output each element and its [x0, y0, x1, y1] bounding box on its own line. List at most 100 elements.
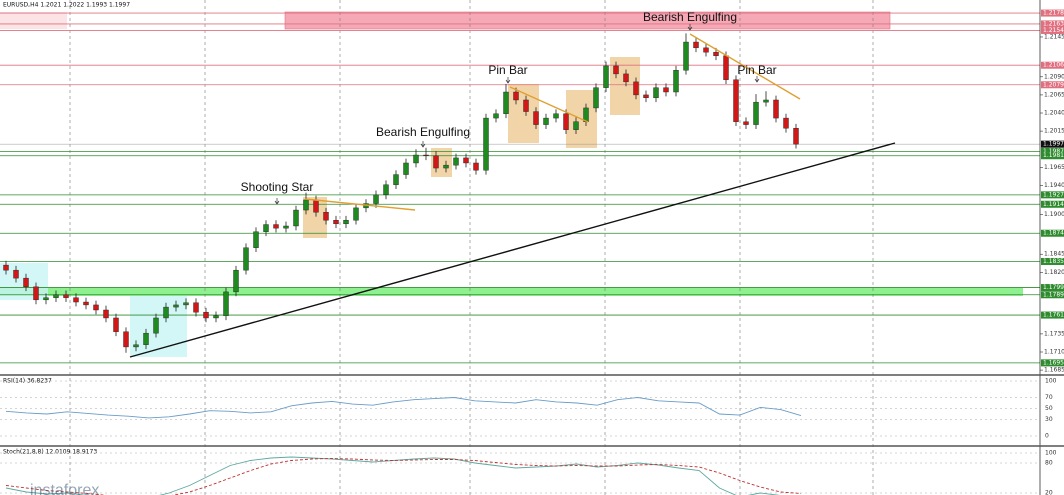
y-tick-label: 1.2040 [1044, 110, 1064, 117]
candle-body [503, 91, 509, 114]
candle-body [713, 51, 719, 56]
candle-body [703, 47, 709, 53]
candle-body [73, 297, 79, 303]
level-label-box [1041, 81, 1064, 89]
y-tick-label: 1.2065 [1044, 91, 1064, 98]
candle-body [693, 41, 699, 49]
candle-body [333, 219, 339, 225]
y-tick-label: 1.1845 [1044, 251, 1064, 258]
candle-body [533, 111, 539, 125]
y-tick-label: 50 [1045, 405, 1053, 412]
y-tick-label: 1.1735 [1044, 330, 1064, 337]
candle-body [263, 224, 269, 232]
candle-body [103, 309, 109, 319]
candle-body [633, 81, 639, 96]
candle-body [163, 306, 169, 319]
level-label-box [1041, 359, 1064, 367]
candle-body [393, 174, 399, 185]
y-tick-label: 1.1685 [1044, 367, 1064, 374]
candle-body [463, 157, 469, 164]
candle-body [283, 225, 289, 229]
candle-body [123, 331, 129, 348]
candle-body [3, 264, 9, 271]
candle-body [613, 65, 619, 75]
candle-body [63, 294, 69, 298]
y-tick-label: 1.1965 [1044, 164, 1064, 171]
candle-body [783, 117, 789, 129]
pattern-arrow [505, 77, 511, 84]
level-label: 1.1927 [1043, 191, 1064, 198]
candle-body [483, 117, 489, 171]
y-tick-label: 1.1710 [1044, 348, 1064, 355]
candle-body [733, 79, 739, 122]
candle-body [523, 99, 529, 112]
pattern-label: Pin Bar [737, 63, 776, 77]
candle-body [353, 207, 359, 221]
candle-body [253, 231, 259, 248]
y-tick-label: 80 [1045, 460, 1053, 467]
candle-body [233, 269, 239, 293]
candle-body [183, 302, 189, 306]
candle-body [313, 199, 319, 213]
level-label: 1.2106 [1043, 62, 1064, 69]
y-tick-label: 30 [1045, 416, 1053, 423]
y-tick-label: 1.2015 [1044, 128, 1064, 135]
candle-body [33, 286, 39, 301]
candle-body [83, 301, 89, 306]
stoch-label: Stoch(21,8,8) 12.0109 18.9173 [3, 449, 97, 456]
y-tick-label: 1.2145 [1044, 33, 1064, 40]
y-tick-label: 1.2090 [1044, 73, 1064, 80]
candle-body [453, 157, 459, 166]
candle-body [543, 117, 549, 125]
pattern-arrow [274, 198, 280, 205]
y-tick-label: 20 [1045, 490, 1053, 495]
y-tick-label: 0 [1045, 433, 1049, 440]
candle-body [23, 277, 29, 288]
level-label: 1.1914 [1043, 201, 1064, 208]
candle-body [413, 154, 419, 164]
level-label-box [1041, 191, 1064, 199]
candle-body [763, 99, 769, 103]
candle-body [603, 65, 609, 88]
candle-body [773, 99, 779, 119]
candle-body [143, 332, 149, 345]
candle-body [753, 101, 759, 125]
level-label: 1.1835 [1043, 258, 1064, 265]
candle-body [423, 154, 429, 157]
zone [0, 12, 67, 29]
candle-body [303, 199, 309, 211]
candle-body [293, 209, 299, 227]
level-label-box [1041, 284, 1064, 292]
candle-body [133, 344, 139, 348]
support-zone [0, 288, 1023, 296]
chart-header: EURUSD,H4 1.2021 1.2022 1.1993 1.1997 [3, 2, 130, 9]
pattern-label: Pin Bar [488, 63, 527, 77]
trend-line [304, 198, 416, 211]
level-label: 1.2154 [1043, 27, 1064, 34]
pattern-label: Bearish Engulfing [643, 10, 737, 24]
level-label-box [1041, 311, 1064, 319]
level-label-box [1041, 9, 1064, 17]
trend-line [689, 33, 801, 100]
level-label-box [1041, 147, 1064, 155]
level-label: 1.2178 [1043, 10, 1064, 17]
y-tick-label: 70 [1045, 394, 1053, 401]
indicator-line [5, 397, 802, 419]
level-label: 1.1987 [1043, 148, 1064, 155]
pattern-arrow [687, 24, 693, 31]
candle-body [643, 94, 649, 99]
rsi-label: RSI(14) 36.8237 [3, 378, 52, 385]
level-label: 1.1761 [1043, 312, 1064, 319]
candle-body [473, 162, 479, 171]
vertical-grid [69, 0, 874, 495]
level-label: 1.1789 [1043, 291, 1064, 298]
level-label-box [1041, 229, 1064, 237]
candle-body [323, 212, 329, 221]
candle-body [243, 247, 249, 271]
candle-body [723, 55, 729, 80]
y-tick-label: 1.1900 [1044, 211, 1064, 218]
candle-body [203, 311, 209, 319]
candle-body [493, 113, 499, 119]
candle-body [793, 128, 799, 145]
